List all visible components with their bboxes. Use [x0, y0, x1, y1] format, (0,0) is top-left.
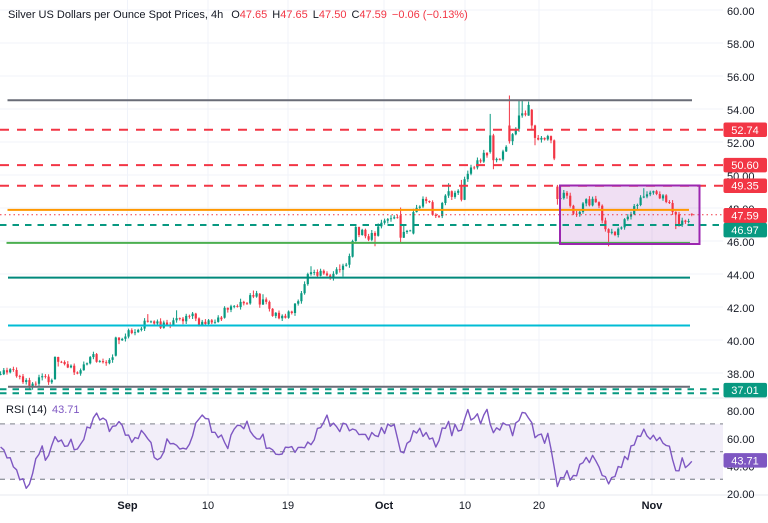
svg-text:58.00: 58.00 [727, 39, 755, 51]
svg-text:60.00: 60.00 [727, 6, 755, 18]
svg-text:19: 19 [282, 500, 294, 512]
svg-text:52.00: 52.00 [727, 138, 755, 150]
svg-text:Oct: Oct [375, 500, 394, 512]
svg-text:47.59: 47.59 [731, 211, 759, 223]
svg-text:60.00: 60.00 [727, 434, 755, 446]
svg-text:56.00: 56.00 [727, 72, 755, 84]
svg-text:38.00: 38.00 [727, 369, 755, 381]
svg-text:Silver US Dollars per Ounce Sp: Silver US Dollars per Ounce Spot Prices,… [8, 9, 468, 21]
svg-text:46.97: 46.97 [731, 225, 759, 237]
svg-text:42.00: 42.00 [727, 303, 755, 315]
svg-text:49.35: 49.35 [731, 181, 759, 193]
svg-text:40.00: 40.00 [727, 336, 755, 348]
svg-text:50.60: 50.60 [731, 160, 759, 172]
svg-text:46.00: 46.00 [727, 237, 755, 249]
svg-text:52.74: 52.74 [731, 125, 759, 137]
svg-text:Sep: Sep [117, 500, 137, 512]
svg-text:20.00: 20.00 [727, 489, 755, 501]
svg-text:37.01: 37.01 [731, 385, 759, 397]
svg-text:54.00: 54.00 [727, 105, 755, 117]
svg-text:43.71: 43.71 [731, 455, 759, 467]
svg-text:80.00: 80.00 [727, 406, 755, 418]
svg-text:Nov: Nov [642, 500, 664, 512]
svg-text:10: 10 [459, 500, 471, 512]
svg-text:10: 10 [202, 500, 214, 512]
svg-text:44.00: 44.00 [727, 270, 755, 282]
svg-text:RSI (14) 43.71: RSI (14) 43.71 [6, 404, 80, 416]
svg-text:20: 20 [533, 500, 545, 512]
